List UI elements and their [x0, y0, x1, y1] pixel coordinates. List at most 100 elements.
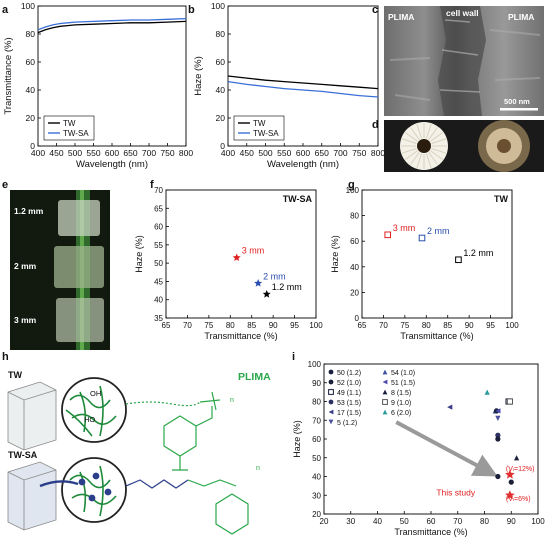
- data-point: [495, 436, 501, 442]
- legend-marker: [382, 369, 388, 375]
- x-tick-label: 75: [204, 321, 213, 330]
- x-tick-label: 500: [68, 148, 82, 158]
- data-point: [495, 473, 501, 480]
- y-tick-label: 0: [30, 141, 35, 151]
- x-tick-label: 70: [183, 321, 192, 330]
- data-point: [418, 234, 426, 242]
- y-tick-label: 0: [220, 141, 225, 151]
- y-tick-label: 45: [154, 277, 163, 286]
- legend-marker: [328, 419, 334, 425]
- wood-label-2mm: 2 mm: [14, 261, 37, 271]
- y-tick-label: 80: [350, 212, 359, 221]
- x-tick-label: 90: [269, 321, 278, 330]
- y-tick-label: 60: [350, 237, 359, 246]
- y-tick-label: 40: [154, 296, 163, 305]
- data-point: [484, 389, 490, 395]
- legend-marker: [382, 389, 388, 395]
- chart-title: TW: [494, 194, 508, 204]
- legend-label: 52 (1.0): [337, 380, 361, 387]
- legend-label: 54 (1.0): [391, 370, 415, 377]
- x-tick-label: 550: [277, 148, 291, 158]
- chart-title: TW-SA: [283, 194, 313, 204]
- trend-arrow: [395, 420, 498, 477]
- panel-label-f: f: [150, 179, 154, 191]
- legend-label: 51 (1.5): [391, 380, 415, 387]
- y-tick-label: 30: [312, 491, 321, 500]
- x-tick-label: 80: [226, 321, 235, 330]
- data-point: [514, 455, 520, 461]
- petal: [405, 150, 418, 160]
- x-tick-label: 750: [352, 148, 366, 158]
- legend-box: [43, 115, 95, 141]
- y-tick-label: 100: [211, 1, 225, 11]
- data-point-label: 3 mm: [242, 246, 265, 256]
- petal: [410, 152, 420, 165]
- schematic-n2: n: [256, 465, 260, 472]
- legend-label: 17 (1.5): [337, 410, 361, 417]
- flower-photo-hazy: [478, 120, 530, 172]
- sem-label-cell-wall: cell wall: [446, 8, 479, 18]
- data-point-label: 2 mm: [427, 226, 450, 236]
- petal: [430, 150, 443, 160]
- legend-marker: [328, 409, 334, 415]
- petal: [428, 127, 438, 140]
- x-tick-label: 20: [320, 517, 329, 526]
- chart-g-tw: 65 70 75 80 85 90 95 100 0 20 40 60 80 100 Transmittan…: [330, 186, 519, 341]
- y-tick-label: 55: [154, 241, 163, 250]
- series-line-tw: [37, 20, 187, 34]
- y-tick-label: 100: [308, 360, 322, 369]
- series-line-tw-sa: [37, 17, 187, 31]
- annotation-vf6: (Vₗ=6%): [506, 496, 531, 503]
- x-tick-label: 650: [315, 148, 329, 158]
- y-tick-label: 60: [312, 435, 321, 444]
- y-tick-label: 80: [312, 398, 321, 407]
- y-tick-label: 20: [350, 288, 359, 297]
- legend-label: 53 (1.5): [337, 400, 361, 407]
- x-tick-label: 90: [507, 517, 516, 526]
- y-tick-label: 35: [154, 314, 163, 323]
- data-point: [262, 290, 271, 298]
- sem-image: PLIMA cell wall PLIMA 500 nm: [384, 6, 544, 116]
- x-tick-label: 100: [309, 321, 323, 330]
- x-tick-label: 60: [427, 517, 436, 526]
- schematic-twsa: TW-SA n: [7, 450, 260, 535]
- legend-box: [233, 115, 285, 141]
- legend-marker: [382, 409, 388, 415]
- y-tick-label: 60: [216, 57, 226, 67]
- petal: [401, 138, 417, 145]
- legend-marker: [382, 379, 388, 385]
- y-tick-label: 20: [26, 113, 36, 123]
- panel-label-d: d: [372, 119, 379, 131]
- wood-label-1-2mm: 1.2 mm: [14, 206, 44, 216]
- schematic-oh: OH: [90, 389, 101, 398]
- flower-photo-clear: [400, 122, 448, 170]
- x-axis-label: Wavelength (nm): [76, 159, 148, 170]
- x-tick-label: 650: [123, 148, 137, 158]
- data-point: [506, 398, 514, 405]
- x-tick-label: 550: [86, 148, 100, 158]
- data-point: [447, 404, 453, 410]
- petal: [401, 147, 417, 154]
- data-point: [495, 432, 501, 438]
- y-axis-label: Haze (%): [134, 235, 144, 273]
- y-tick-label: 40: [216, 85, 226, 95]
- x-tick-label: 65: [162, 321, 171, 330]
- petal: [425, 123, 432, 139]
- petal: [405, 132, 418, 142]
- panel-label-a: a: [2, 4, 9, 16]
- chart-a-transmittance: 400 450 500 550 600 650 700 750 800 0 20 40 60 80 100 W…: [3, 1, 193, 170]
- panel-label-e: e: [2, 179, 8, 191]
- legend-label: 5 (1.2): [337, 420, 357, 427]
- petal: [425, 153, 432, 169]
- wood-label-3mm: 3 mm: [14, 315, 37, 325]
- data-point: [232, 253, 241, 262]
- sem-scalebar-label: 500 nm: [504, 97, 530, 106]
- petal: [431, 147, 447, 154]
- x-tick-label: 400: [221, 148, 235, 158]
- x-tick-label: 90: [465, 321, 474, 330]
- annotation-this-study: This study: [436, 487, 475, 497]
- schematic-ho: HO: [84, 415, 95, 424]
- legend-marker: [328, 369, 334, 375]
- legend-label: 6 (2.0): [391, 410, 411, 417]
- x-tick-label: 75: [400, 321, 409, 330]
